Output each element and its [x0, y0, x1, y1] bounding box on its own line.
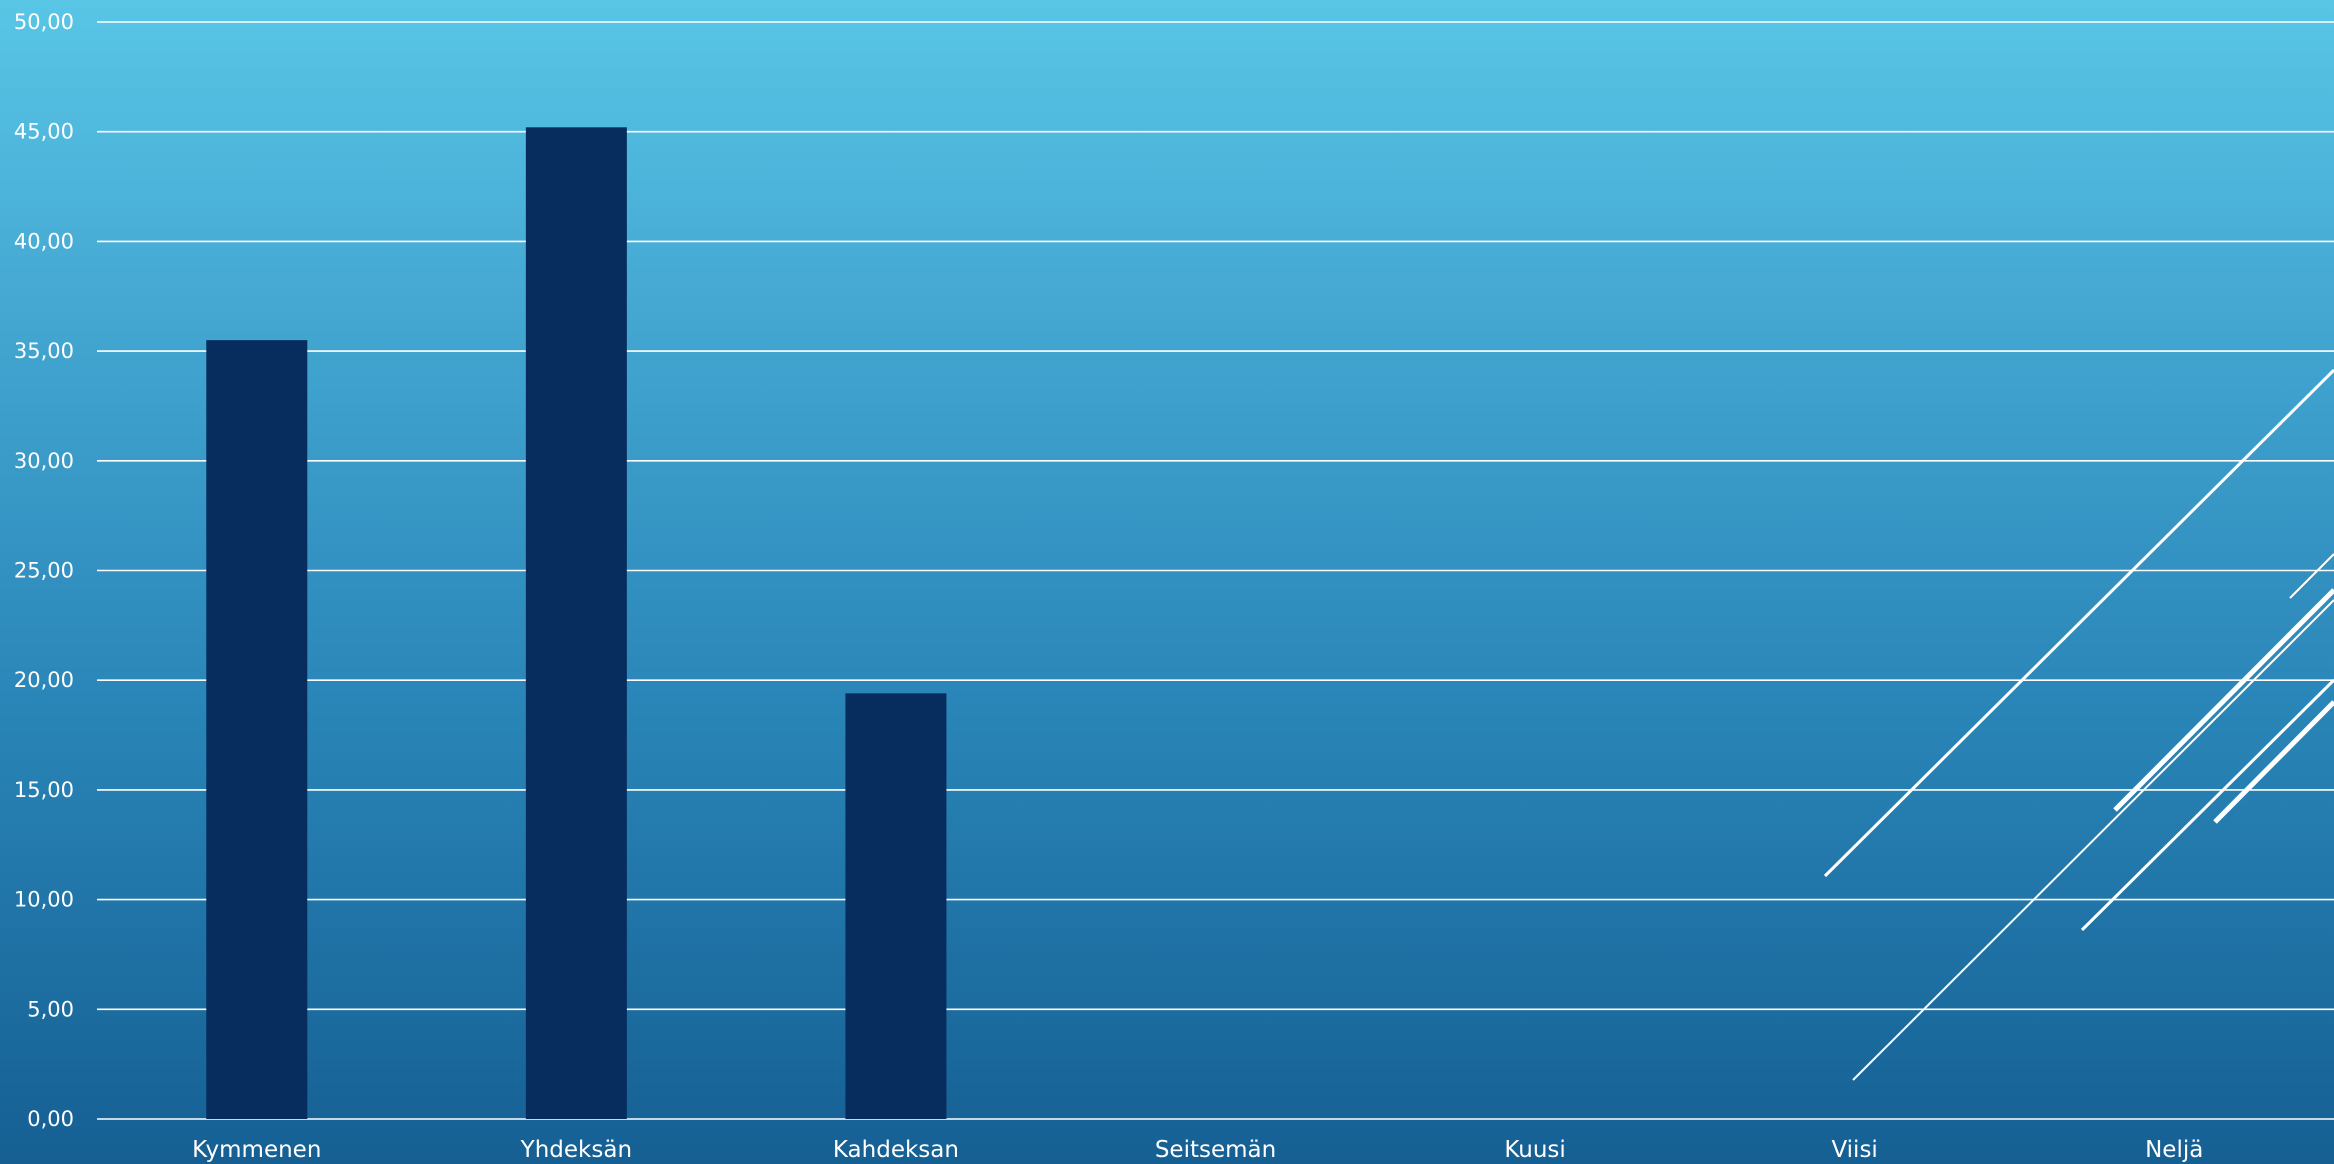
- y-tick-label: 0,00: [27, 1107, 74, 1131]
- x-category-label: Kahdeksan: [833, 1137, 959, 1163]
- decor-line: [2213, 700, 2334, 824]
- decor-line: [1823, 368, 2334, 878]
- y-tick-label: 45,00: [14, 120, 74, 144]
- x-category-label: Yhdeksän: [520, 1137, 632, 1163]
- decor-line: [1852, 599, 2334, 1081]
- x-category-label: Seitsemän: [1155, 1137, 1276, 1163]
- decor-line: [2289, 553, 2334, 599]
- x-category-label: Viisi: [1831, 1137, 1877, 1163]
- y-tick-label: 30,00: [14, 449, 74, 473]
- decor-line: [2080, 678, 2334, 932]
- bar-kahdeksan: [845, 693, 947, 1119]
- y-tick-label: 50,00: [14, 10, 74, 34]
- x-category-label: Kymmenen: [192, 1137, 321, 1163]
- y-tick-label: 40,00: [14, 229, 74, 253]
- y-tick-label: 25,00: [14, 559, 74, 583]
- y-axis-ticks: 0,00 5,00 10,00 15,00 20,00 25,00 30,00 35,00 40…: [14, 10, 74, 1131]
- decorative-diagonal-lines: [1823, 368, 2334, 1081]
- y-tick-label: 35,00: [14, 339, 74, 363]
- y-tick-label: 15,00: [14, 778, 74, 802]
- x-category-label: Kuusi: [1504, 1137, 1565, 1163]
- bar-kymmenen: [206, 340, 308, 1119]
- bars: [206, 127, 947, 1119]
- x-axis-categories: Kymmenen Yhdeksän Kahdeksan Seitsemän Kuusi V…: [192, 1137, 2203, 1163]
- gridlines: [97, 21, 2334, 1120]
- decor-line: [2113, 588, 2334, 812]
- y-tick-label: 5,00: [27, 997, 74, 1021]
- y-tick-label: 10,00: [14, 888, 74, 912]
- y-tick-label: 20,00: [14, 668, 74, 692]
- x-category-label: Neljä: [2145, 1137, 2203, 1163]
- bar-yhdeksän: [525, 127, 627, 1119]
